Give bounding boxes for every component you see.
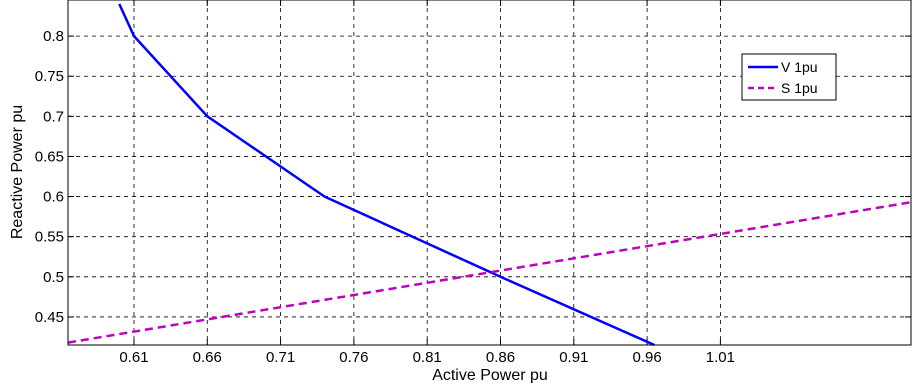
y-axis-label: Reactive Power pu [9,105,26,239]
x-tick-label: 0.81 [413,349,442,366]
x-tick-label: 0.71 [266,349,295,366]
x-tick-label: 1.01 [706,349,735,366]
legend-label-v-1pu: V 1pu [781,59,818,75]
y-tick-label: 0.5 [43,269,64,286]
x-tick-label: 0.76 [339,349,368,366]
x-tick-label: 0.66 [193,349,222,366]
series-lines [67,3,912,347]
legend-label-s-1pu: S 1pu [781,80,818,96]
plot-background [68,0,911,345]
plot-frame [67,0,912,346]
ticks: 0.61 0.66 0.71 0.76 0.81 0.86 0.91 0.96 1.01 0.45… [35,0,911,366]
y-tick-label: 0.7 [43,108,64,125]
legend-box [741,53,837,101]
x-tick-label: 0.91 [559,349,588,366]
y-tick-label: 0.65 [35,148,64,165]
x-tick-label: 0.61 [119,349,148,366]
x-axis-label: Active Power pu [432,367,548,383]
x-tick-label: 0.86 [486,349,515,366]
y-tick-label: 0.75 [35,68,64,85]
y-tick-label: 0.6 [43,189,64,206]
x-tick-label: 0.96 [633,349,662,366]
legend: V 1pu S 1pu [741,53,837,101]
y-tick-label: 0.8 [43,28,64,45]
grid [68,0,911,345]
y-tick-label: 0.55 [35,229,64,246]
series-line-v-1pu [118,3,655,347]
y-tick-label: 0.45 [35,309,64,326]
